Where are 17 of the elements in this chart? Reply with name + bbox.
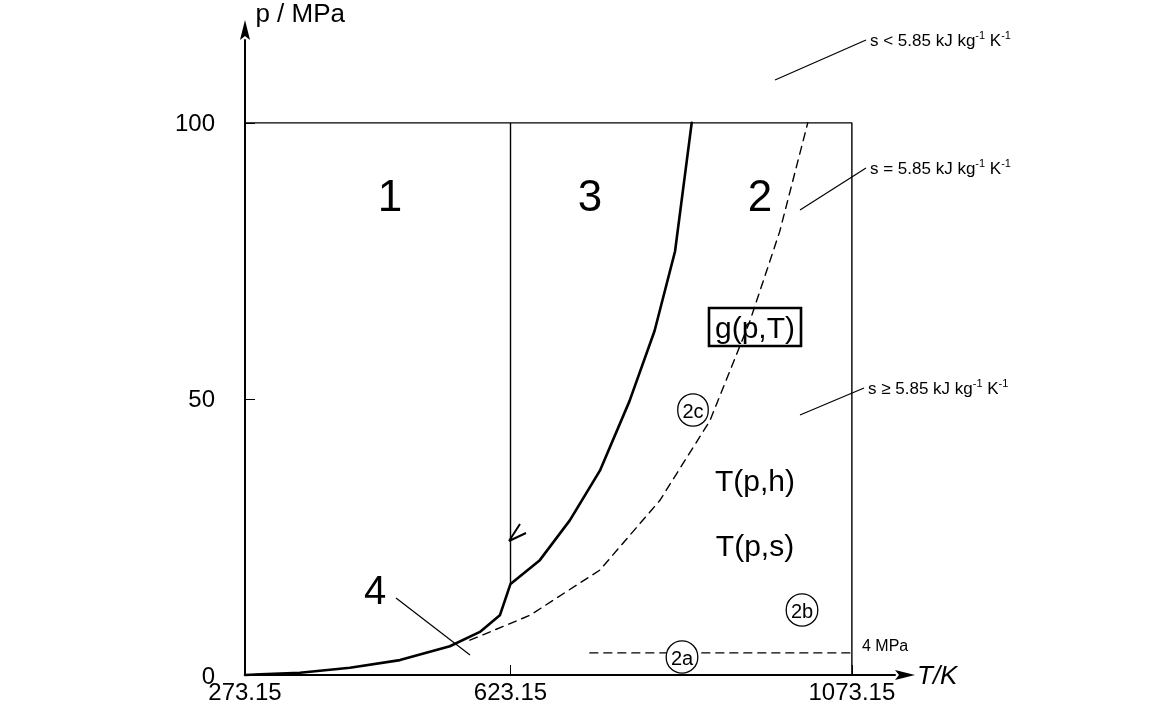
annotation: T(p,h) — [714, 463, 796, 497]
annotation: 2b — [790, 599, 814, 622]
annotation: 3 — [577, 170, 603, 220]
annotation: T(p,s) — [715, 528, 795, 562]
annotation: 2c — [682, 399, 704, 422]
annotation: 4 — [363, 568, 387, 612]
annotation: 2a — [670, 646, 694, 669]
x-tick-label: 623.15 — [473, 677, 548, 705]
y-tick-label: 100 — [174, 109, 215, 137]
annotation: 1 — [377, 170, 403, 220]
annotation: g(p,T) — [714, 310, 796, 344]
y-axis-title: p / MPa — [255, 0, 346, 28]
x-axis-title: T/K — [917, 660, 960, 690]
y-tick-label: 50 — [188, 385, 215, 413]
annotation: 4 MPa — [862, 636, 909, 654]
x-tick-label: 1073.15 — [808, 677, 896, 705]
annotation: 2 — [747, 170, 773, 220]
